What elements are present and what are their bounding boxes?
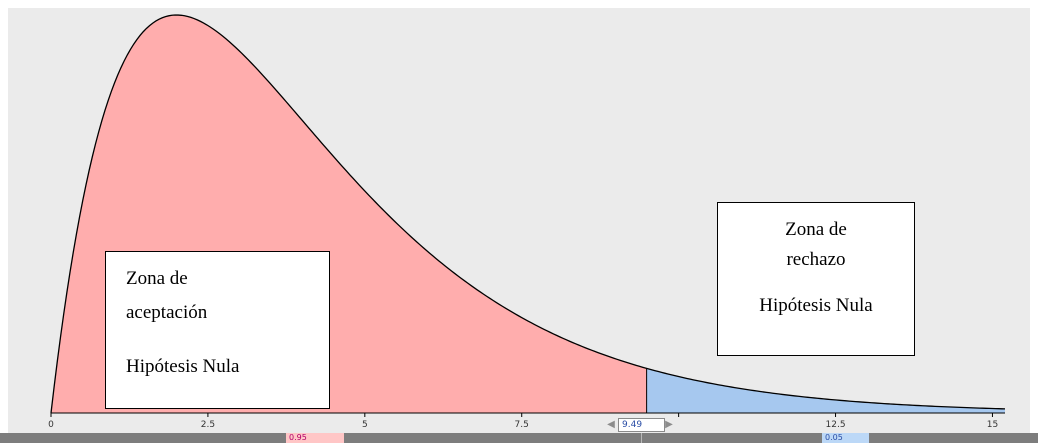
x-tick-label: 2.5 (201, 420, 215, 430)
rejection-region (646, 368, 1005, 413)
acceptance-zone-line2: aceptación (126, 302, 208, 323)
rejection-zone-label-box: Zona de rechazo Hipótesis Nula (717, 202, 915, 356)
x-tick-label: 7.5 (515, 420, 529, 430)
rejection-zone-line2: rechazo (786, 249, 846, 270)
rejection-zone-line1: Zona de (785, 219, 847, 240)
right-probability-badge: 0.05 (822, 433, 869, 443)
probability-divider (641, 433, 642, 443)
decrease-critical-value-button[interactable]: ◀ (607, 419, 615, 430)
left-probability-badge: 0.95 (286, 433, 344, 443)
x-tick-label: 5 (362, 420, 368, 430)
acceptance-zone-label-box: Zona de aceptación Hipótesis Nula (105, 251, 330, 409)
density-curve (50, 14, 1006, 414)
acceptance-zone-line1: Zona de (126, 268, 188, 289)
acceptance-zone-line3: Hipótesis Nula (126, 356, 240, 377)
x-tick-label: 0 (48, 420, 54, 430)
probability-bar (0, 433, 1038, 443)
x-tick-label: 15 (987, 420, 998, 430)
increase-critical-value-button[interactable]: ▶ (665, 419, 673, 430)
x-tick-label: 12.5 (826, 420, 846, 430)
rejection-zone-line3: Hipótesis Nula (759, 295, 873, 316)
x-axis-ticks: 0 2.5 5 7.5 12.5 15 (48, 413, 998, 430)
critical-value-input[interactable]: 9.49 (618, 418, 665, 432)
